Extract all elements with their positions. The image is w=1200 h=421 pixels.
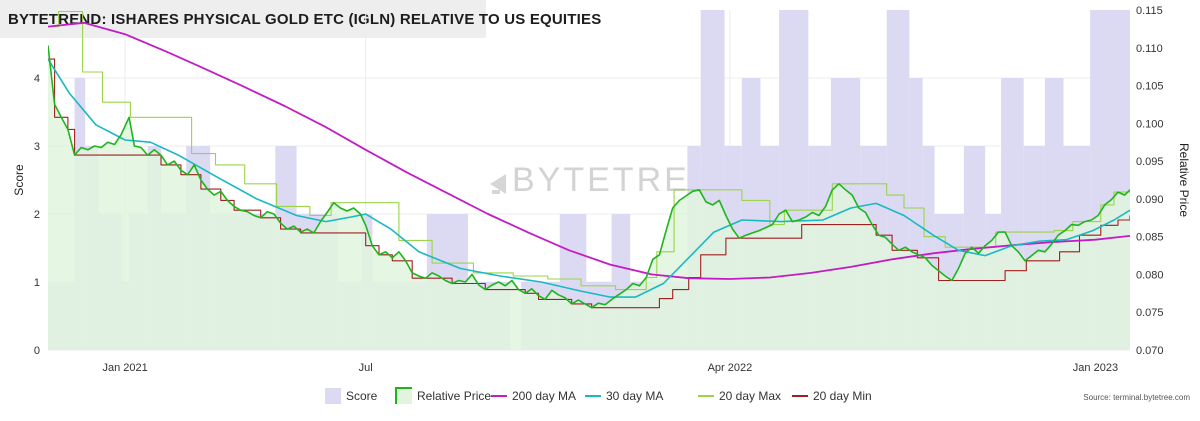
- 200-day-ma-line: [48, 21, 1130, 280]
- legend-label-relative-price: Relative Price: [417, 389, 491, 403]
- axes: 0 1 2 3 4 0.070 0.075 0.080 0.085 0.090 0.095 0.100…: [12, 5, 1191, 374]
- right-axis-title: Relative Price: [1177, 143, 1191, 217]
- x-axis-tick-label: Jul: [359, 362, 373, 374]
- left-axis-tick-label: 2: [34, 209, 40, 221]
- chart-title: BYTETREND: ISHARES PHYSICAL GOLD ETC (IG…: [8, 11, 601, 28]
- left-axis-tick-label: 4: [34, 73, 40, 85]
- right-axis-tick-label: 0.095: [1136, 156, 1164, 168]
- watermark: BYTETREE: [512, 161, 715, 199]
- 30-day-ma-line: [48, 58, 1130, 298]
- score-bar: [922, 146, 935, 350]
- relative-price-fill: [48, 45, 1130, 350]
- right-axis-tick-label: 0.085: [1136, 232, 1164, 244]
- right-axis-tick-label: 0.105: [1136, 81, 1164, 93]
- left-axis-tick-label: 0: [34, 345, 40, 357]
- left-axis-tick-label: 3: [34, 141, 40, 153]
- legend-swatch-line-relative-price: [395, 387, 412, 404]
- right-axis-tick-label: 0.080: [1136, 269, 1164, 281]
- legend-label-200-day-ma: 200 day MA: [512, 389, 576, 403]
- bytetree-logo-icon: [490, 174, 506, 194]
- 20-day-min-line: [48, 58, 1130, 309]
- title-box: [0, 0, 486, 38]
- left-axis-tick-label: 1: [34, 277, 40, 289]
- left-axis-title: Score: [12, 164, 26, 196]
- legend-swatch-relative-price: [396, 388, 412, 404]
- legend-label-20-day-min: 20 day Min: [813, 389, 872, 403]
- right-axis-tick-label: 0.070: [1136, 345, 1164, 357]
- right-axis-tick-label: 0.100: [1136, 118, 1164, 130]
- legend-swatch-score: [325, 388, 341, 404]
- right-axis-tick-label: 0.115: [1136, 5, 1163, 17]
- legend-label-20-day-max: 20 day Max: [719, 389, 781, 403]
- relative-price-area: [48, 45, 1130, 350]
- x-axis-tick-label: Apr 2022: [708, 362, 753, 374]
- legend-label-30-day-ma: 30 day MA: [606, 389, 663, 403]
- x-axis-tick-label: Jan 2021: [102, 362, 147, 374]
- right-axis-tick-label: 0.110: [1136, 43, 1163, 55]
- legend-label-score: Score: [346, 389, 378, 403]
- relative-price-line: [48, 45, 1130, 309]
- right-axis-tick-label: 0.075: [1136, 307, 1164, 319]
- source-note: Source: terminal.bytetree.com: [1083, 393, 1190, 402]
- right-axis-tick-label: 0.090: [1136, 194, 1164, 206]
- legend: Score Relative Price 200 day MA 30 day MA 20…: [325, 387, 872, 404]
- x-axis-tick-label: Jan 2023: [1073, 362, 1118, 374]
- series-lines: [48, 10, 1130, 309]
